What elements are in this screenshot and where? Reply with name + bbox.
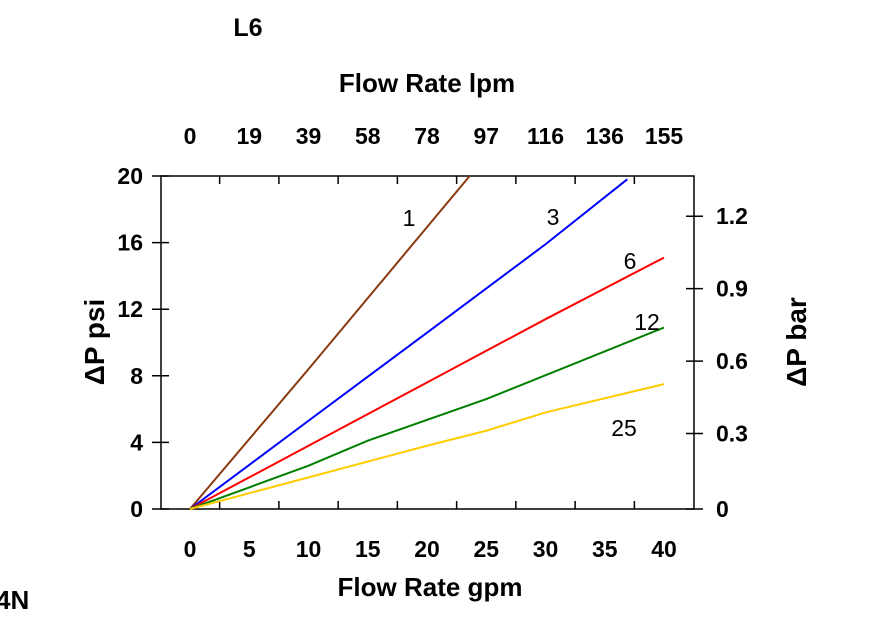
x-tick-label: 35 [592, 536, 618, 562]
x2-tick-label: 116 [527, 123, 564, 149]
y2-tick-label: 0.6 [716, 348, 748, 374]
y-tick-label: 12 [117, 296, 143, 322]
series-label-3: 3 [547, 204, 560, 230]
x-tick-label: 5 [243, 536, 256, 562]
x-tick-label: 30 [533, 536, 559, 562]
plot-frame [160, 175, 695, 510]
y2-tick-label: 0.9 [716, 276, 748, 302]
corner-label: 4N [0, 585, 29, 615]
series-label-1: 1 [403, 205, 416, 231]
y-axis-label: ΔP psi [79, 299, 110, 386]
series-label-6: 6 [624, 248, 637, 274]
y-tick-label: 8 [130, 363, 143, 389]
x2-tick-label: 58 [355, 123, 381, 149]
y-tick-label: 4 [130, 429, 143, 455]
series-line-1 [189, 175, 471, 510]
x-tick-label: 20 [414, 536, 440, 562]
y2-tick-label: 0 [716, 496, 729, 522]
x-tick-label: 10 [296, 536, 322, 562]
y2-tick-label: 0.3 [716, 421, 748, 447]
series-line-6 [189, 256, 665, 510]
x-tick-label: 15 [355, 536, 381, 562]
y-tick-label: 16 [117, 230, 143, 256]
x2-tick-label: 19 [236, 123, 262, 149]
x2-tick-label: 39 [296, 123, 322, 149]
x2-axis-label: Flow Rate lpm [339, 68, 515, 98]
x-tick-label: 0 [184, 536, 197, 562]
y2-tick-label: 1.2 [716, 203, 748, 229]
x2-tick-label: 78 [414, 123, 440, 149]
series-label-25: 25 [611, 415, 637, 441]
x-tick-label: 40 [651, 536, 677, 562]
x2-tick-label: 155 [645, 123, 684, 149]
x2-tick-label: 0 [184, 123, 197, 149]
x2-tick-label: 136 [586, 123, 624, 149]
y-tick-label: 20 [117, 163, 143, 189]
x-tick-label: 25 [473, 536, 499, 562]
series-label-12: 12 [634, 309, 660, 335]
y2-axis-label: ΔP bar [781, 297, 812, 387]
series-line-25 [189, 383, 665, 510]
series-line-3 [189, 178, 628, 510]
x-axis-label: Flow Rate gpm [338, 572, 523, 602]
x2-tick-label: 97 [473, 123, 499, 149]
chart-title: L6 [233, 14, 262, 42]
y-tick-label: 0 [130, 496, 143, 522]
series-line-12 [189, 326, 665, 510]
